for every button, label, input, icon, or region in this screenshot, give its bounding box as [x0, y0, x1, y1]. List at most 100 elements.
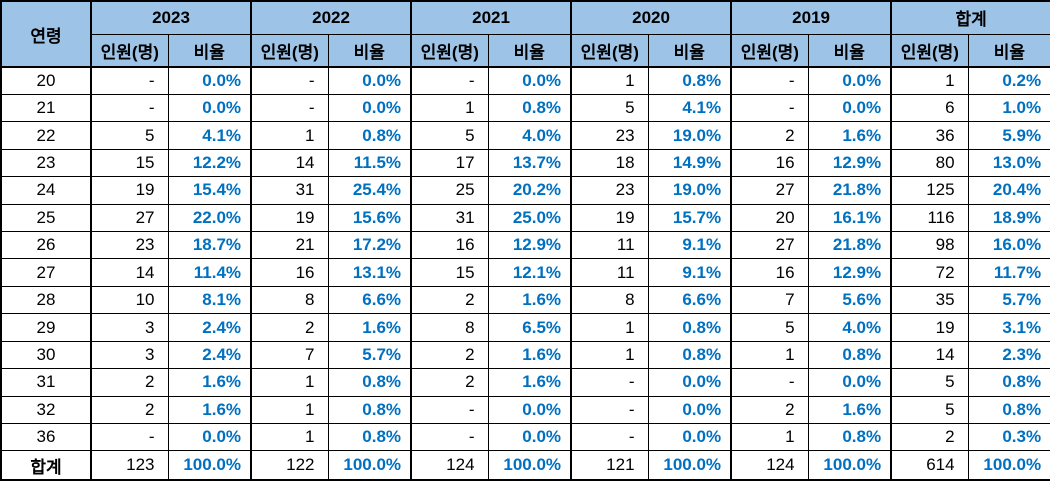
count-cell: 72 — [890, 258, 969, 287]
ratio-cell: 0.0% — [487, 395, 572, 424]
year-header-2022: 2022 — [250, 0, 412, 35]
year-header-2021: 2021 — [410, 0, 572, 35]
age-cell: 31 — [0, 368, 92, 397]
ratio-cell: 15.6% — [327, 203, 412, 233]
ratio-cell: 4.1% — [647, 93, 732, 123]
ratio-cell: 21.8% — [807, 231, 892, 260]
count-subheader: 인원(명) — [730, 33, 809, 68]
table-body: 20 - 0.0% - 0.0% - 0.0% 1 0.8% - 0.0% 1 … — [0, 66, 1050, 481]
count-cell: 8 — [410, 313, 489, 342]
ratio-cell: 5.7% — [967, 285, 1050, 315]
count-cell: 121 — [570, 450, 649, 481]
ratio-cell: 5.7% — [327, 340, 412, 370]
count-cell: 1 — [730, 340, 809, 370]
ratio-cell: 16.0% — [967, 231, 1050, 260]
ratio-cell: 8.1% — [167, 285, 252, 315]
age-cell: 21 — [0, 93, 92, 123]
count-cell: 5 — [730, 313, 809, 342]
count-cell: 19 — [570, 203, 649, 233]
age-cell: 26 — [0, 231, 92, 260]
age-cell: 20 — [0, 66, 92, 95]
count-cell: 614 — [890, 450, 969, 481]
ratio-cell: 0.0% — [807, 66, 892, 95]
count-cell: 3 — [90, 340, 169, 370]
ratio-cell: 0.0% — [327, 66, 412, 95]
ratio-cell: 0.8% — [647, 66, 732, 95]
count-cell: - — [90, 93, 169, 123]
ratio-cell: 6.6% — [327, 285, 412, 315]
ratio-cell: 6.6% — [647, 285, 732, 315]
ratio-cell: 100.0% — [967, 450, 1050, 481]
count-cell: 36 — [890, 121, 969, 150]
age-cell: 28 — [0, 285, 92, 315]
count-cell: 2 — [90, 395, 169, 424]
ratio-cell: 11.5% — [327, 148, 412, 178]
table-row: 21 - 0.0% - 0.0% 1 0.8% 5 4.1% - 0.0% 6 … — [0, 93, 1050, 123]
count-cell: - — [250, 66, 329, 95]
count-cell: - — [730, 368, 809, 397]
count-cell: 27 — [90, 203, 169, 233]
age-cell: 23 — [0, 148, 92, 178]
ratio-cell: 0.8% — [807, 340, 892, 370]
count-cell: - — [570, 422, 649, 452]
ratio-cell: 1.0% — [967, 93, 1050, 123]
ratio-cell: 18.9% — [967, 203, 1050, 233]
ratio-cell: 0.3% — [967, 422, 1050, 452]
count-cell: 27 — [730, 231, 809, 260]
ratio-cell: 12.9% — [807, 148, 892, 178]
count-cell: - — [410, 422, 489, 452]
count-cell: 1 — [250, 368, 329, 397]
count-cell: 5 — [890, 395, 969, 424]
table-row: 22 5 4.1% 1 0.8% 5 4.0% 23 19.0% 2 1.6% … — [0, 121, 1050, 150]
count-cell: 1 — [570, 66, 649, 95]
count-cell: 2 — [90, 368, 169, 397]
count-cell: 5 — [410, 121, 489, 150]
count-subheader: 인원(명) — [410, 33, 489, 68]
count-cell: 1 — [410, 93, 489, 123]
ratio-cell: 1.6% — [807, 121, 892, 150]
count-cell: 21 — [250, 231, 329, 260]
ratio-cell: 0.0% — [167, 422, 252, 452]
ratio-subheader: 비율 — [967, 33, 1050, 68]
count-subheader: 인원(명) — [890, 33, 969, 68]
table-row: 29 3 2.4% 2 1.6% 8 6.5% 1 0.8% 5 4.0% 19… — [0, 313, 1050, 342]
count-cell: 5 — [570, 93, 649, 123]
count-subheader: 인원(명) — [250, 33, 329, 68]
ratio-cell: 100.0% — [327, 450, 412, 481]
age-cell: 22 — [0, 121, 92, 150]
table-row: 27 14 11.4% 16 13.1% 15 12.1% 11 9.1% 16… — [0, 258, 1050, 287]
ratio-cell: 0.8% — [647, 340, 732, 370]
count-cell: 1 — [250, 395, 329, 424]
count-cell: 18 — [570, 148, 649, 178]
count-cell: 10 — [90, 285, 169, 315]
count-cell: 7 — [730, 285, 809, 315]
count-cell: 15 — [410, 258, 489, 287]
count-cell: 11 — [570, 258, 649, 287]
count-cell: 1 — [730, 422, 809, 452]
ratio-cell: 0.8% — [807, 422, 892, 452]
ratio-subheader: 비율 — [487, 33, 572, 68]
table-row: 25 27 22.0% 19 15.6% 31 25.0% 19 15.7% 2… — [0, 203, 1050, 233]
age-cell: 25 — [0, 203, 92, 233]
year-header-2023: 2023 — [89, 0, 252, 35]
count-subheader: 인원(명) — [90, 33, 169, 68]
count-cell: 16 — [250, 258, 329, 287]
count-cell: 17 — [410, 148, 489, 178]
ratio-cell: 0.0% — [487, 422, 572, 452]
count-cell: 20 — [730, 203, 809, 233]
age-cell: 32 — [0, 395, 92, 424]
count-cell: 5 — [890, 368, 969, 397]
count-cell: 16 — [410, 231, 489, 260]
ratio-cell: 2.3% — [967, 340, 1050, 370]
count-cell: 124 — [730, 450, 809, 481]
ratio-cell: 0.8% — [327, 368, 412, 397]
ratio-cell: 0.0% — [647, 422, 732, 452]
count-cell: 14 — [890, 340, 969, 370]
count-cell: 2 — [410, 368, 489, 397]
age-cell: 27 — [0, 258, 92, 287]
ratio-cell: 0.0% — [327, 93, 412, 123]
count-cell: 23 — [570, 121, 649, 150]
ratio-cell: 12.9% — [487, 231, 572, 260]
ratio-cell: 16.1% — [807, 203, 892, 233]
count-cell: 116 — [890, 203, 969, 233]
